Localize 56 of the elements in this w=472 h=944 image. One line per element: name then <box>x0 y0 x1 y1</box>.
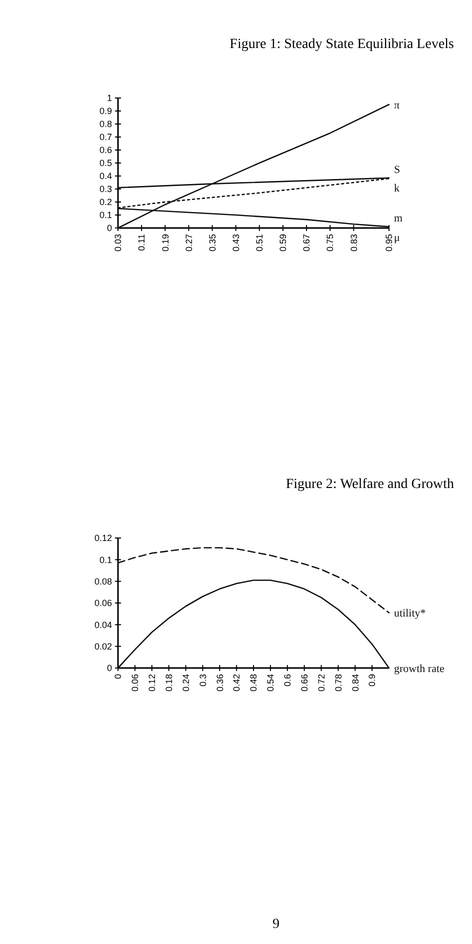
y-tick-label: 0.1 <box>99 210 112 220</box>
x-tick-label: 0 <box>113 674 124 680</box>
series-label: utility* <box>394 608 426 620</box>
text: 9 <box>272 917 280 932</box>
y-tick-label: 0 <box>106 663 112 674</box>
chart-title: Figure 2: Welfare and Growth <box>286 477 454 492</box>
y-tick-label: 0.7 <box>99 132 112 142</box>
y-tick-label: 0.2 <box>99 197 112 208</box>
series-label: π <box>394 99 400 112</box>
x-tick-label: 0.19 <box>160 234 170 252</box>
y-tick-label: 0.6 <box>99 145 112 156</box>
y-tick-label: 0.4 <box>99 171 112 182</box>
x-tick-label: 0.18 <box>164 674 174 692</box>
x-tick-label: 0.3 <box>198 674 208 687</box>
y-tick-label: 0 <box>106 223 112 234</box>
y-tick-label: 0.04 <box>94 620 112 630</box>
x-tick-label: 0.67 <box>302 234 312 252</box>
y-tick-label: 0.02 <box>94 641 112 652</box>
x-tick-label: 0.6 <box>282 674 293 687</box>
x-tick-label: 0.78 <box>333 674 344 692</box>
x-tick-label: 0.59 <box>278 234 288 252</box>
series-label: S <box>394 164 400 176</box>
series-label: k <box>394 182 400 194</box>
x-tick-label: 0.9 <box>367 674 378 687</box>
series-label: μ <box>394 232 400 244</box>
x-tick-label: 0.43 <box>230 234 241 252</box>
x-tick-label: 0.72 <box>316 674 326 692</box>
x-tick-label: 0.36 <box>214 674 225 692</box>
x-tick-label: 0.75 <box>325 234 336 252</box>
y-tick-label: 0.06 <box>94 598 112 608</box>
x-tick-label: 0.24 <box>180 674 191 692</box>
x-tick-label: 0.35 <box>207 234 218 252</box>
x-tick-label: 0.95 <box>384 234 394 252</box>
x-tick-label: 0.83 <box>348 234 359 252</box>
series-label: growth rate <box>394 662 445 675</box>
y-tick-label: 1 <box>106 93 112 104</box>
x-tick-label: 0.03 <box>113 234 124 252</box>
x-tick-label: 0.54 <box>266 674 276 692</box>
series-label: m <box>394 212 403 225</box>
y-tick-label: 0.3 <box>99 184 112 194</box>
y-tick-label: 0.1 <box>99 554 112 565</box>
chart-title: Figure 1: Steady State Equilibria Levels <box>230 37 454 52</box>
x-tick-label: 0.51 <box>254 234 265 252</box>
y-tick-label: 0.08 <box>94 576 112 586</box>
x-tick-label: 0.27 <box>184 234 194 252</box>
x-tick-label: 0.48 <box>248 674 259 692</box>
x-tick-label: 0.42 <box>232 674 242 692</box>
x-tick-label: 0.66 <box>299 674 310 692</box>
x-tick-label: 0.11 <box>136 234 147 251</box>
x-tick-label: 0.84 <box>350 674 360 692</box>
y-tick-label: 0.9 <box>99 106 112 116</box>
x-tick-label: 0.12 <box>147 674 158 692</box>
y-tick-label: 0.8 <box>99 119 112 130</box>
x-tick-label: 0.06 <box>130 674 140 692</box>
y-tick-label: 0.12 <box>94 533 112 544</box>
y-tick-label: 0.5 <box>99 158 112 168</box>
